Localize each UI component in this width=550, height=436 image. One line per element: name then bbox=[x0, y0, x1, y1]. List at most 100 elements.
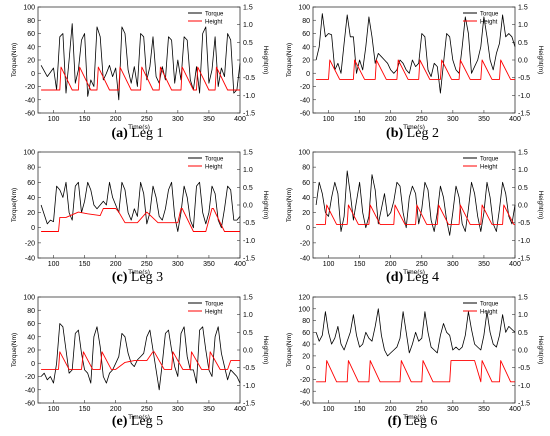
x-tick-label: 250 bbox=[416, 116, 428, 123]
y-tick-label: 20 bbox=[27, 210, 35, 217]
x-tick-label: 400 bbox=[234, 116, 246, 123]
caption-leg-1: (a) Leg 1 bbox=[0, 126, 275, 142]
x-tick-label: 100 bbox=[48, 406, 60, 413]
y-tick-label: 40 bbox=[27, 44, 35, 51]
x-tick-label: 200 bbox=[385, 116, 397, 123]
y2-tick-label: 1.5 bbox=[518, 150, 528, 157]
y2-tick-label: 1.0 bbox=[518, 22, 528, 29]
y-tick-label: 80 bbox=[27, 308, 35, 315]
series-line-height bbox=[41, 66, 240, 91]
chart-svg-leg-1: 100 150 200 250 300 350 400 -60 -40 -20 0 20 40 60 80 1… bbox=[11, 5, 269, 132]
series-line-height bbox=[41, 208, 240, 232]
x-tick-label: 150 bbox=[79, 116, 91, 123]
x-tick-label: 250 bbox=[416, 406, 428, 413]
y-tick-label: -40 bbox=[25, 387, 35, 394]
y-tick-label: -20 bbox=[25, 374, 35, 381]
y-tick-label: -40 bbox=[300, 256, 310, 263]
y-tick-label: 20 bbox=[302, 353, 310, 360]
x-tick-label: 100 bbox=[48, 261, 60, 268]
y2-axis-label: Height(m) bbox=[537, 191, 544, 220]
y-tick-label: 120 bbox=[298, 295, 310, 302]
x-tick-label: 200 bbox=[385, 261, 397, 268]
caption-letter: (c) bbox=[111, 270, 128, 285]
y-tick-label: -20 bbox=[25, 84, 35, 91]
y2-axis-label: Height(m) bbox=[262, 336, 269, 365]
y-tick-label: 40 bbox=[27, 195, 35, 202]
y-axis-label: Torque(Nm) bbox=[286, 333, 293, 367]
y2-tick-label: -1.0 bbox=[518, 93, 530, 100]
caption-leg-2: (b) Leg 2 bbox=[275, 126, 550, 142]
y-tick-label: 60 bbox=[302, 31, 310, 38]
y-tick-label: 0 bbox=[306, 71, 310, 78]
y2-tick-label: -1.5 bbox=[518, 256, 530, 263]
series-line-height bbox=[316, 360, 515, 383]
y2-tick-label: -1.5 bbox=[518, 401, 530, 408]
series-line-torque bbox=[315, 13, 516, 94]
x-tick-label: 150 bbox=[354, 116, 366, 123]
y-tick-label: -40 bbox=[25, 256, 35, 263]
y-tick-label: -20 bbox=[25, 240, 35, 247]
caption-text: Leg 1 bbox=[131, 126, 164, 141]
x-tick-label: 150 bbox=[354, 261, 366, 268]
x-axis-label: Time(s) bbox=[403, 269, 425, 276]
y-tick-label: 100 bbox=[23, 150, 35, 157]
y2-tick-label: 0.5 bbox=[243, 330, 253, 337]
y2-tick-label: 0.5 bbox=[518, 40, 528, 47]
y2-tick-label: -1.0 bbox=[243, 238, 255, 245]
y2-tick-label: -0.5 bbox=[518, 365, 530, 372]
y-tick-label: -40 bbox=[300, 97, 310, 104]
chart-panel-leg-4: 100 150 200 250 300 350 400 -40 -20 0 20 40 60 80 100 -… bbox=[275, 145, 550, 290]
y-tick-label: 0 bbox=[31, 71, 35, 78]
x-tick-label: 100 bbox=[323, 116, 335, 123]
y-axis-label: Torque(Nm) bbox=[286, 188, 293, 222]
x-axis-label: Time(s) bbox=[403, 414, 425, 421]
x-tick-label: 150 bbox=[79, 261, 91, 268]
series-line-torque bbox=[315, 308, 516, 357]
legend-label-torque: Torque bbox=[480, 11, 499, 17]
x-tick-label: 200 bbox=[110, 261, 122, 268]
x-tick-label: 200 bbox=[110, 116, 122, 123]
y2-tick-label: 0.5 bbox=[518, 330, 528, 337]
y-tick-label: -20 bbox=[300, 240, 310, 247]
caption-letter: (b) bbox=[386, 126, 404, 141]
caption-text: Leg 5 bbox=[130, 414, 164, 429]
y2-tick-label: -0.5 bbox=[243, 365, 255, 372]
y-tick-label: -40 bbox=[300, 389, 310, 396]
chart-panel-leg-2: 100 150 200 250 300 350 400 -60 -40 -20 0 20 40 60 80 1… bbox=[275, 0, 550, 145]
y-tick-label: 60 bbox=[302, 180, 310, 187]
y-tick-label: 20 bbox=[27, 58, 35, 65]
x-axis-label: Time(s) bbox=[403, 124, 425, 131]
series-line-torque bbox=[315, 170, 516, 236]
y-tick-label: 40 bbox=[302, 342, 310, 349]
y-tick-label: 100 bbox=[298, 5, 310, 12]
x-tick-label: 250 bbox=[141, 406, 153, 413]
y-axis-label: Torque(Nm) bbox=[11, 188, 18, 222]
series-line-torque bbox=[40, 23, 241, 101]
y2-tick-label: 0.5 bbox=[243, 185, 253, 192]
y2-tick-label: 1.5 bbox=[243, 5, 253, 12]
y2-axis-label: Height(m) bbox=[537, 336, 544, 365]
x-tick-label: 350 bbox=[478, 261, 490, 268]
x-axis-label: Time(s) bbox=[128, 269, 150, 276]
y-axis-label: Torque(Nm) bbox=[11, 333, 18, 367]
caption-text: Leg 3 bbox=[130, 270, 164, 285]
legend-label-height: Height bbox=[205, 164, 223, 170]
x-tick-label: 150 bbox=[79, 406, 91, 413]
y2-tick-label: 1.0 bbox=[243, 167, 253, 174]
y-tick-label: 0 bbox=[31, 225, 35, 232]
y-tick-label: 100 bbox=[298, 150, 310, 157]
y2-axis-label: Height(m) bbox=[262, 46, 269, 75]
y2-tick-label: 0.0 bbox=[243, 58, 253, 65]
y2-tick-label: 0.0 bbox=[243, 203, 253, 210]
y-tick-label: -20 bbox=[300, 377, 310, 384]
x-tick-label: 350 bbox=[478, 406, 490, 413]
x-tick-label: 400 bbox=[509, 261, 521, 268]
x-tick-label: 350 bbox=[203, 116, 215, 123]
caption-leg-6: (f) Leg 6 bbox=[275, 414, 550, 430]
y-tick-label: 100 bbox=[298, 306, 310, 313]
y2-tick-label: 0.0 bbox=[518, 58, 528, 65]
y-tick-label: 80 bbox=[302, 318, 310, 325]
x-tick-label: 100 bbox=[323, 406, 335, 413]
x-tick-label: 350 bbox=[203, 406, 215, 413]
y-tick-label: 100 bbox=[23, 295, 35, 302]
